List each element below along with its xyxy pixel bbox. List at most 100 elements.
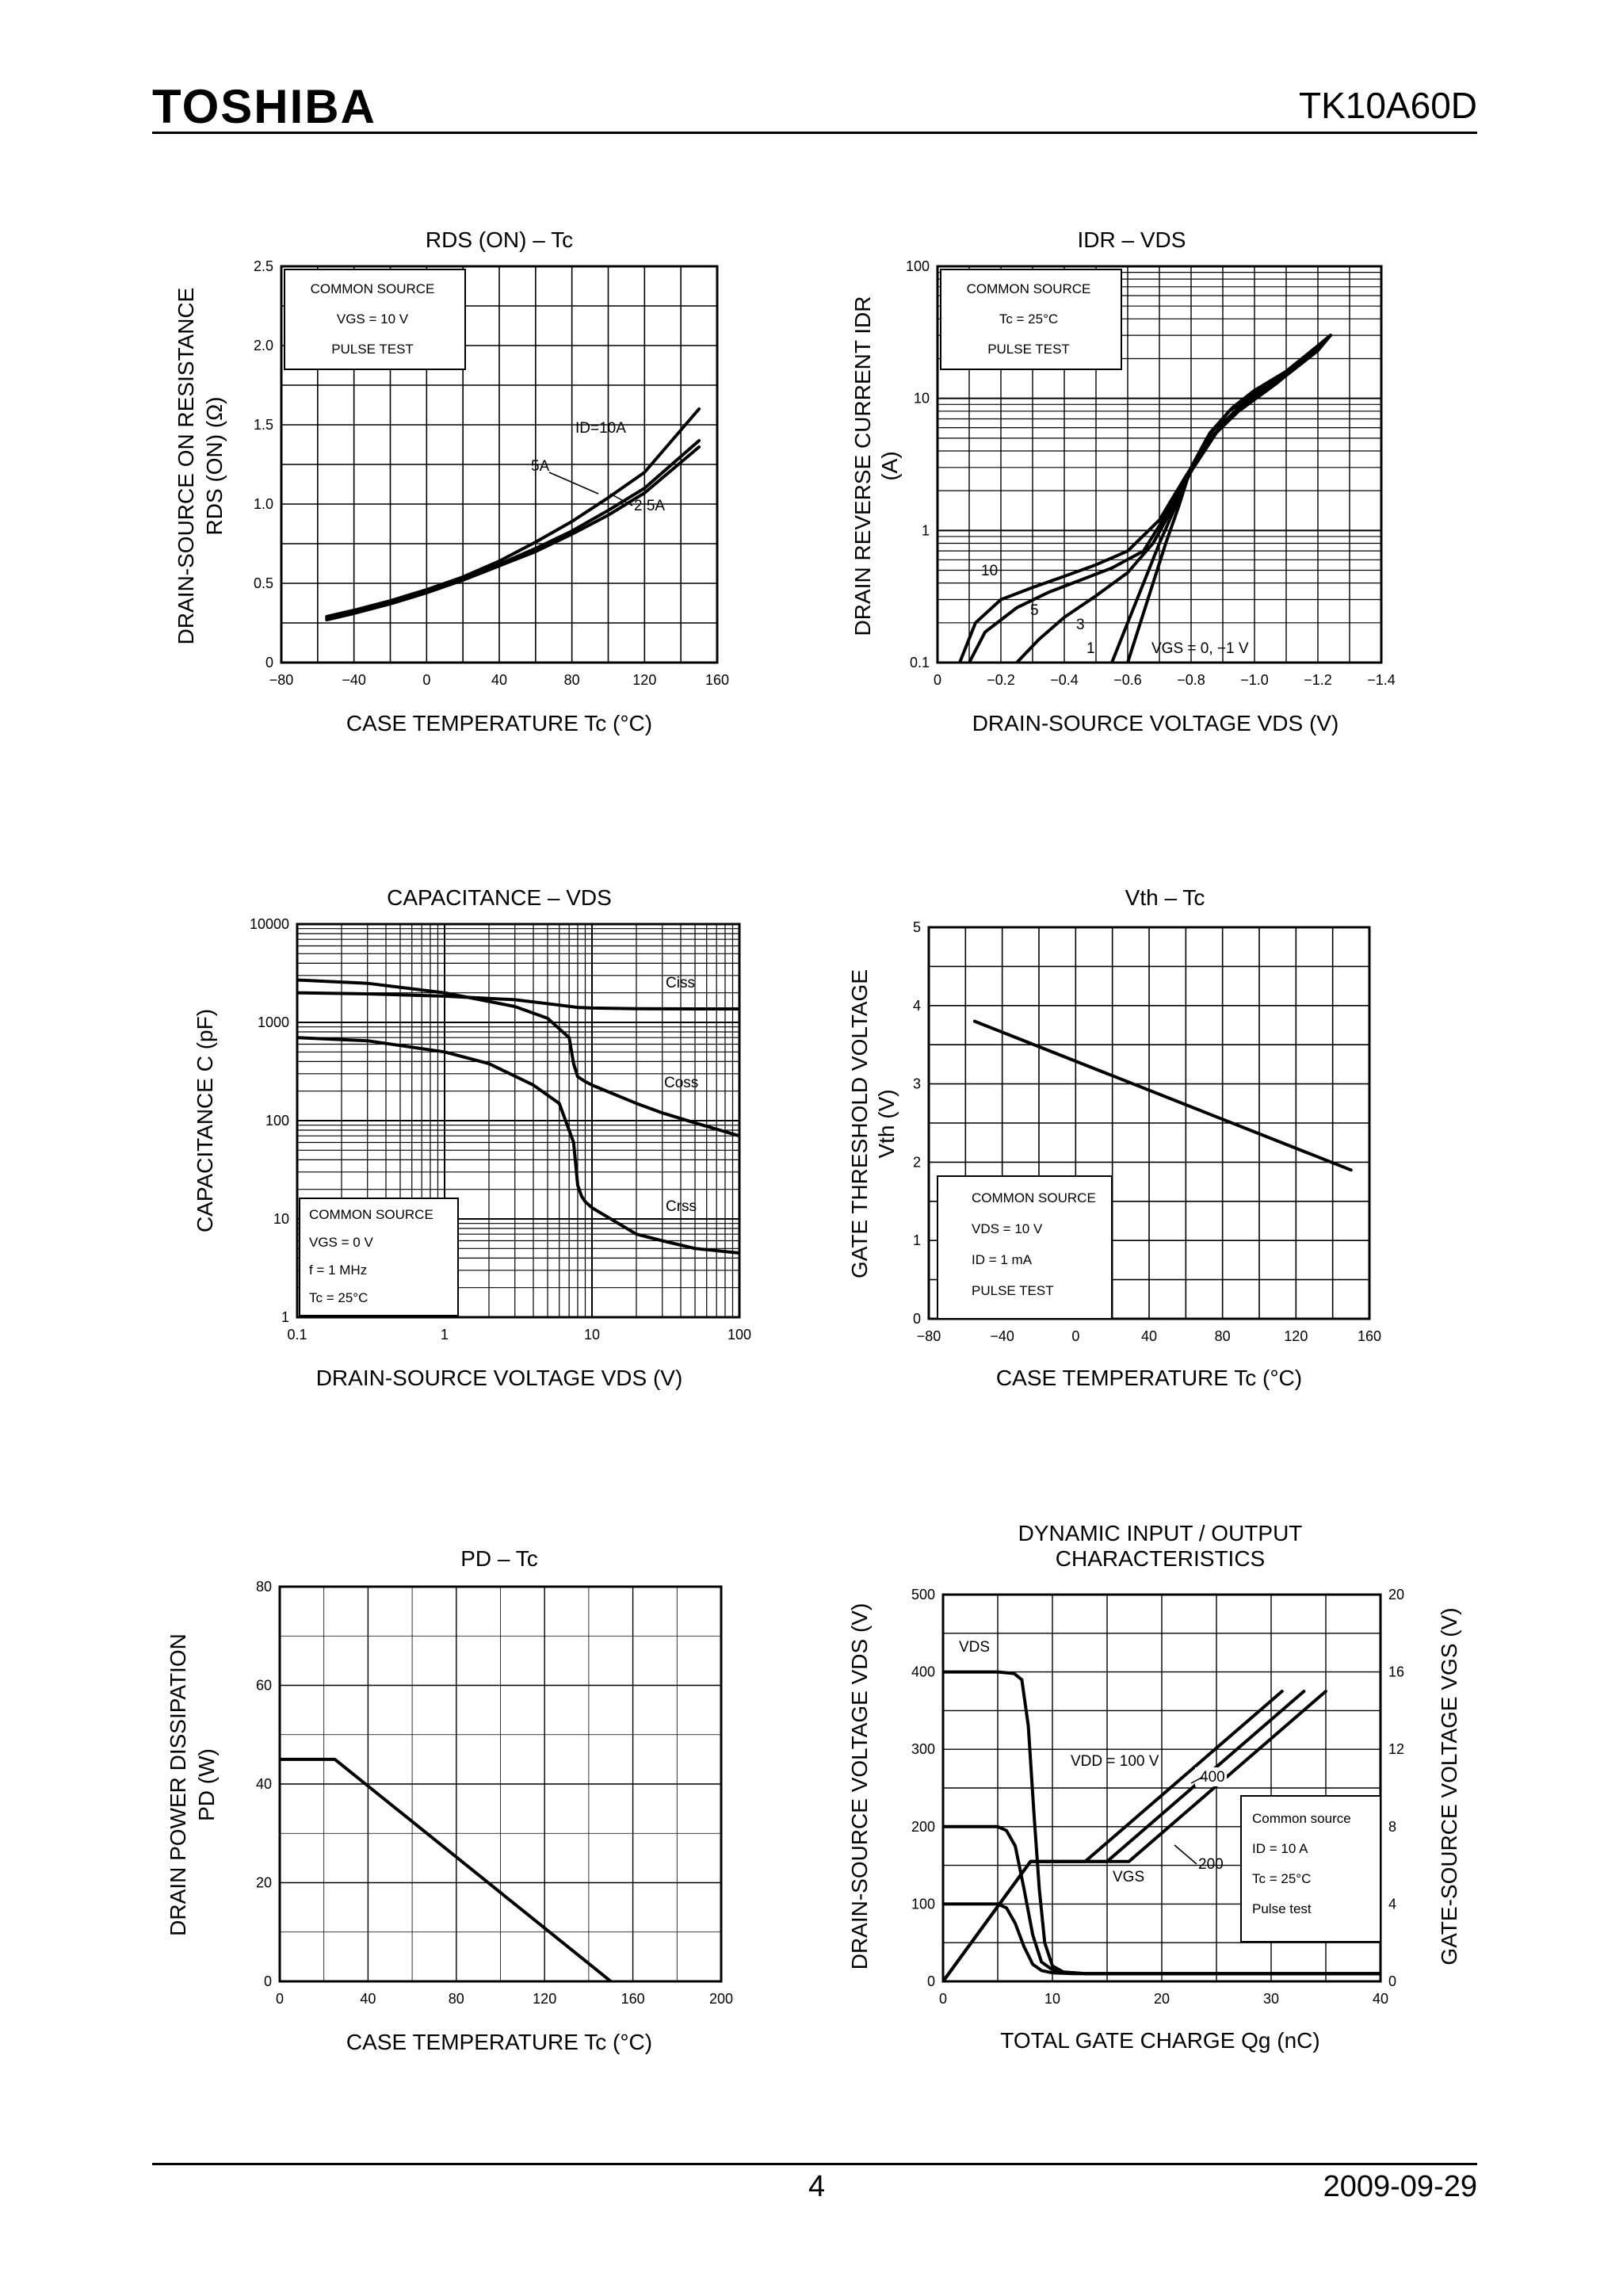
y-tick-label: 1 [281,1309,289,1325]
dynamic-io-chart: DYNAMIC INPUT / OUTPUT CHARACTERISTICS 0… [847,1521,1461,2053]
y-axis-label-right: GATE-SOURCE VOLTAGE VGS (V) [1437,1607,1461,1965]
y-tick-label: 10 [914,391,930,407]
legend-line: f = 1 MHz [309,1263,367,1278]
y2-tick-label: 4 [1388,1896,1396,1912]
x-tick-label: −0.2 [987,672,1015,688]
y-tick-label: 40 [256,1776,272,1792]
plot-frame [296,923,741,1319]
header-rule [152,132,1477,134]
y-tick-label: 0.1 [910,655,930,670]
x-tick-label: −40 [342,672,366,688]
y-tick-label: 2.0 [254,338,273,353]
annotation-3: 3 [1076,617,1085,633]
legend-line: Pulse test [1252,1901,1312,1916]
y-tick-label: 2.5 [254,258,273,274]
legend-line: PULSE TEST [331,342,414,357]
y-tick-label: 0 [927,1973,935,1989]
x-tick-label: 80 [449,1991,464,2007]
plot-frame [278,1585,723,1983]
annotation-1: 1 [1086,640,1095,657]
part-number: TK10A60D [1298,85,1477,126]
series-vds-100-line [943,1902,1381,1976]
legend-box: COMMON SOURCE VGS = 0 V f = 1 MHz Tc = 2… [299,1198,459,1316]
y-tick-label: 400 [911,1664,935,1680]
x-tick-labels: −80 −40 0 40 80 120 160 [269,672,729,688]
legend-line: COMMON SOURCE [309,1207,433,1222]
series-ciss-line [297,991,739,1010]
series-lines [325,407,701,621]
chart-title: IDR – VDS [1078,227,1186,252]
x-tick-label: 1 [441,1327,449,1343]
y-tick-label: 1 [913,1232,921,1248]
y-axis-label: DRAIN REVERSE CURRENT IDR [850,296,875,636]
y-axis-label: CAPACITANCE C (pF) [193,1009,217,1232]
legend-line: PULSE TEST [972,1283,1054,1298]
x-tick-label: 120 [533,1991,556,2007]
y-axis-label: DRAIN-SOURCE VOLTAGE VDS (V) [847,1603,872,1970]
x-axis-label: TOTAL GATE CHARGE Qg (nC) [1000,2028,1319,2053]
x-tick-label: −1.0 [1240,672,1269,688]
y-tick-label: 60 [256,1678,272,1694]
x-tick-labels: 0 10 20 30 40 [939,1991,1388,2007]
x-tick-label: 160 [621,1991,645,2007]
chart-title: DYNAMIC INPUT / OUTPUT [1018,1521,1303,1545]
chart-title: CAPACITANCE – VDS [387,885,612,910]
x-tick-label: −0.8 [1177,672,1205,688]
y2-tick-labels: 0 4 8 12 16 20 [1388,1587,1404,1989]
y-tick-labels: 0 0.5 1.0 1.5 2.0 2.5 [254,258,273,670]
y-tick-labels: 0 1 2 3 4 5 [913,919,921,1327]
y-tick-label: 2 [913,1154,921,1170]
y2-tick-label: 20 [1388,1587,1404,1603]
legend-line: Tc = 25°C [999,311,1058,327]
vth-vs-tc-chart: Vth – Tc −80 −40 0 40 80 120 160 0 1 2 3 4 5 COMMON… [847,885,1381,1390]
x-tick-label: 80 [564,672,580,688]
x-tick-label: 20 [1154,1991,1170,2007]
y-tick-label: 0 [264,1973,272,1989]
legend-line: COMMON SOURCE [311,281,435,296]
x-tick-labels: 0 −0.2 −0.4 −0.6 −0.8 −1.0 −1.2 −1.4 [934,672,1396,688]
x-tick-label: 40 [491,672,507,688]
x-tick-labels: −80 −40 0 40 80 120 160 [917,1328,1381,1344]
y-tick-labels: 0 20 40 60 80 [256,1579,272,1989]
x-tick-label: 0 [934,672,941,688]
x-tick-label: 40 [1141,1328,1157,1344]
series-lines [972,1019,1353,1172]
x-tick-label: −40 [990,1328,1014,1344]
rds-on-vs-tc-chart: RDS (ON) – Tc −80 −40 0 40 80 120 160 0 0.5 1.0 1… [174,227,729,735]
y-tick-label: 0 [913,1311,921,1327]
y-tick-label: 1.0 [254,496,273,512]
x-axis-label: CASE TEMPERATURE Tc (°C) [346,2030,652,2054]
y-tick-labels: 0.1 1 10 100 [906,258,930,670]
series-vgs-0-1-v-line [1126,334,1332,663]
x-tick-label: 40 [1373,1991,1388,2007]
x-tick-label: 80 [1215,1328,1231,1344]
annotation-10: 10 [981,563,998,579]
series-pd-line [280,1757,613,1981]
x-tick-label: 10 [584,1327,600,1343]
legend-line: COMMON SOURCE [967,281,1091,296]
annotation-vds: VDS [959,1639,990,1656]
y-tick-label: 5 [913,919,921,935]
page-number: 4 [808,2170,826,2203]
x-tick-labels: 0 40 80 120 160 200 [276,1991,733,2007]
y-tick-label: 1000 [258,1014,289,1030]
series-lines [958,334,1332,663]
y-tick-label: 1 [922,522,930,538]
x-axis-label: DRAIN-SOURCE VOLTAGE VDS (V) [972,711,1339,735]
legend-line: COMMON SOURCE [972,1190,1096,1205]
series-5a-line [325,439,701,620]
brand-logo: TOSHIBA [152,80,376,133]
legend-line: VGS = 0 V [309,1235,373,1250]
plot-frame [936,265,1383,664]
plot-frame [927,926,1371,1320]
x-tick-label: 160 [1358,1328,1381,1344]
pd-vs-tc-chart: PD – Tc 0 40 80 120 160 200 0 20 40 60 80 CASE TE… [166,1546,733,2054]
chart-title: PD – Tc [460,1546,538,1571]
y-tick-label: 100 [265,1113,289,1129]
y-axis-label-2: (A) [877,451,902,480]
y2-tick-label: 16 [1388,1664,1404,1680]
annotation-5a: 5A [531,458,550,475]
x-tick-label: 30 [1263,1991,1279,2007]
plot-frame [941,1593,1382,1983]
x-tick-label: 0.1 [287,1327,307,1343]
